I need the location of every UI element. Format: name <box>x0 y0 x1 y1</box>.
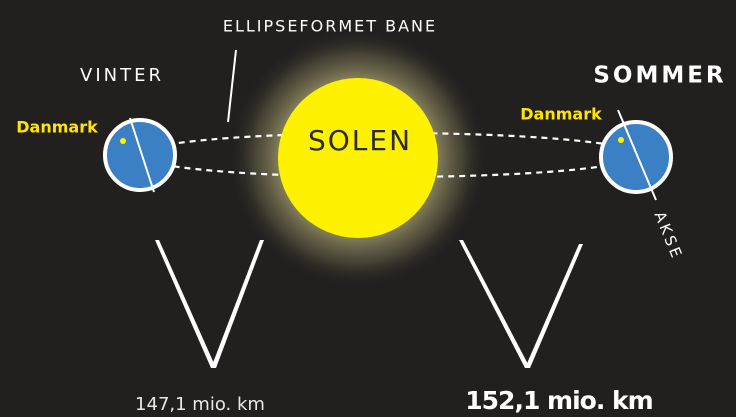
sun-label: SOLEN <box>308 124 412 157</box>
summer-label: SOMMER <box>593 63 726 89</box>
denmark-label: Danmark <box>16 118 98 137</box>
distance-summer: 152,1 mio. km <box>465 386 652 415</box>
denmark-dot <box>618 137 624 143</box>
orbit-label: ELLIPSEFORMET BANE <box>223 17 437 36</box>
sun <box>278 78 438 238</box>
denmark-dot <box>120 138 126 144</box>
diagram: SOLEN ELLIPSEFORMET BANE VINTER Danmark … <box>0 0 736 417</box>
earth-summer <box>601 122 671 192</box>
distance-winter: 147,1 mio. km <box>135 394 265 415</box>
denmark-label: Danmark <box>520 105 602 124</box>
winter-label: VINTER <box>80 65 164 86</box>
earth-winter <box>105 120 175 190</box>
